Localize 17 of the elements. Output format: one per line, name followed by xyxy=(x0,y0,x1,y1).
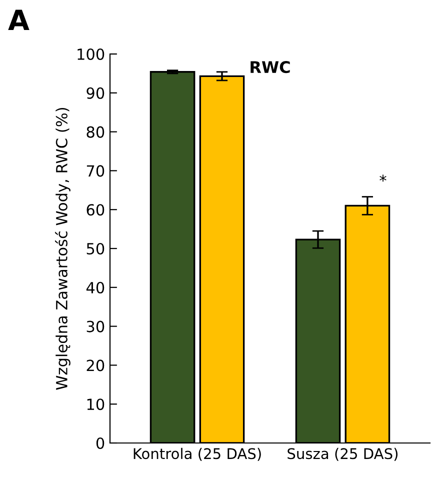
x-tick-label: Susza (25 DAS) xyxy=(288,448,398,461)
y-tick-label: 10 xyxy=(87,398,104,410)
x-tick-label: Kontrola (25 DAS) xyxy=(134,448,261,461)
chart-title: RWC xyxy=(250,61,290,74)
y-tick-label: 70 xyxy=(86,165,104,177)
y-tick-label: 90 xyxy=(86,87,104,99)
y-axis-title: Względna Zawartość Wody, RWC (%) xyxy=(55,108,70,390)
y-tick-label: 100 xyxy=(78,48,104,60)
y-tick-label: 40 xyxy=(86,282,104,294)
y-tick-label: 80 xyxy=(86,126,104,138)
annotation: * xyxy=(380,174,386,182)
y-tick-label: 20 xyxy=(86,360,104,372)
y-tick-label: 30 xyxy=(86,320,104,332)
y-tick-label: 0 xyxy=(96,437,104,450)
text: A xyxy=(8,10,30,30)
y-tick-label: 50 xyxy=(86,242,104,255)
y-tick-label: 60 xyxy=(86,204,104,216)
